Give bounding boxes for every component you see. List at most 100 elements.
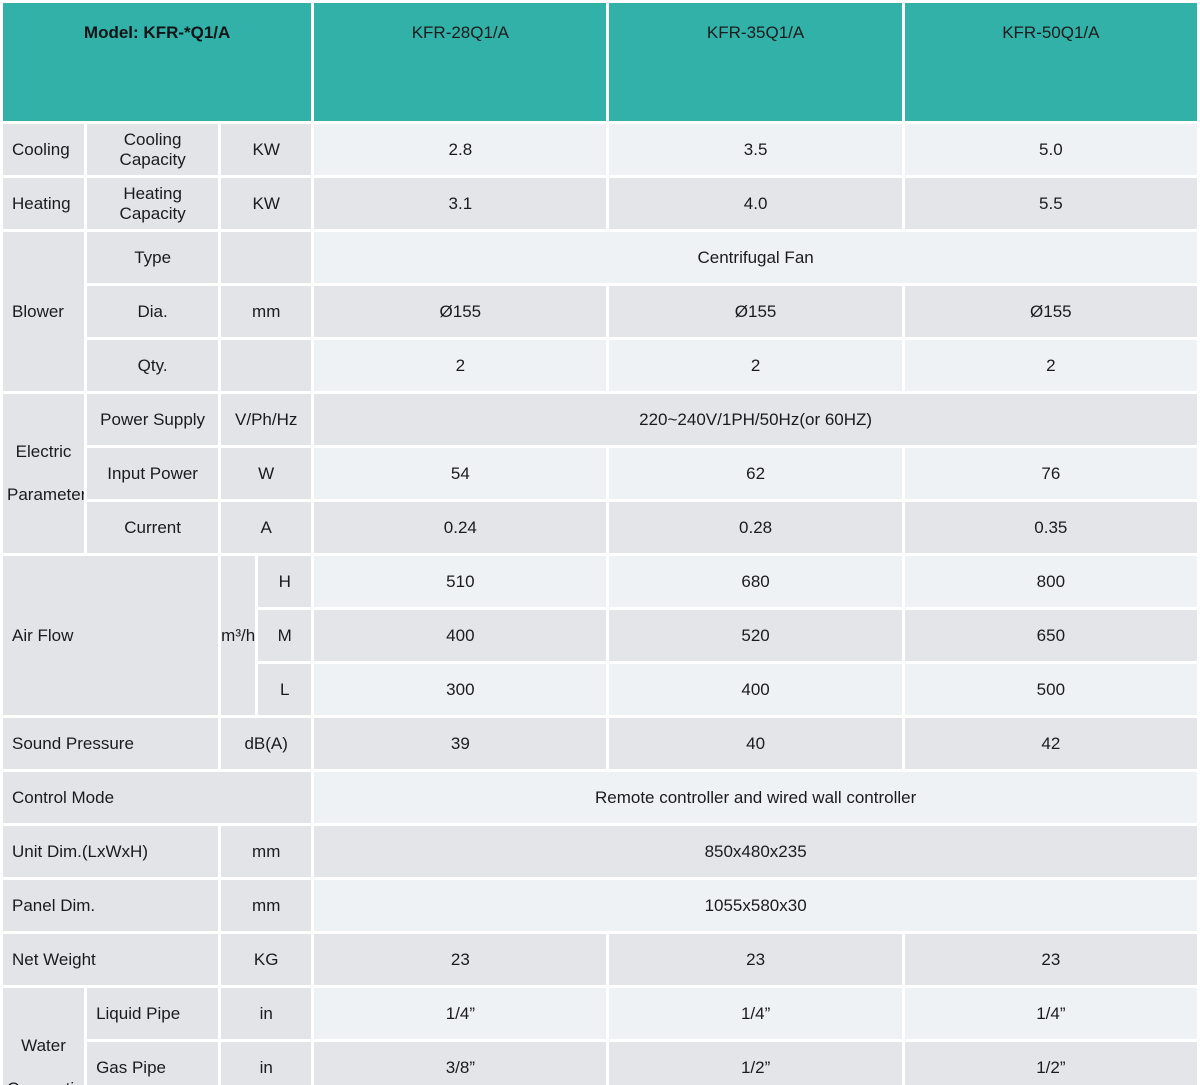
heating-capacity-label: Heating Capacity bbox=[87, 178, 219, 229]
net-weight-value-kfr35: 23 bbox=[609, 934, 902, 985]
cooling-unit: KW bbox=[221, 124, 312, 175]
row-blower-type: Blower Type Centrifugal Fan bbox=[3, 232, 1197, 391]
liquid-pipe-value-kfr50: 1/4” bbox=[904, 988, 1197, 1039]
blower-qty-unit bbox=[221, 340, 312, 391]
current-unit: A bbox=[221, 502, 312, 553]
cooling-value-kfr50: 5.0 bbox=[904, 124, 1197, 175]
airflow-unit: m³/h bbox=[221, 556, 256, 715]
blower-qty-label: Qty. bbox=[87, 340, 219, 391]
row-blower-qty: Qty. 2 2 2 bbox=[3, 340, 1197, 391]
row-current: Current A 0.24 0.28 0.35 bbox=[3, 502, 1197, 553]
airflow-h-value-kfr28: 510 bbox=[314, 556, 607, 607]
control-mode-label: Control Mode bbox=[3, 772, 312, 823]
airflow-m-value-kfr50: 650 bbox=[904, 610, 1197, 661]
row-blower-dia: Dia. mm Ø155 Ø155 Ø155 bbox=[3, 286, 1197, 337]
input-power-value-kfr35: 62 bbox=[609, 448, 902, 499]
heating-group-label: Heating bbox=[3, 178, 85, 229]
heating-unit: KW bbox=[221, 178, 312, 229]
heating-value-kfr50: 5.5 bbox=[904, 178, 1197, 229]
heating-value-kfr28: 3.1 bbox=[314, 178, 607, 229]
row-unit-dim: Unit Dim.(LxWxH) mm 850x480x235 bbox=[3, 826, 1197, 877]
water-group-label: Water Connection bbox=[3, 988, 85, 1085]
blower-type-value: Centrifugal Fan bbox=[314, 232, 1197, 283]
cooling-value-kfr35: 3.5 bbox=[609, 124, 902, 175]
airflow-h-value-kfr35: 680 bbox=[609, 556, 902, 607]
net-weight-value-kfr50: 23 bbox=[904, 934, 1197, 985]
gas-pipe-value-kfr35: 1/2” bbox=[609, 1042, 902, 1085]
cooling-value-kfr28: 2.8 bbox=[314, 124, 607, 175]
net-weight-unit: KG bbox=[221, 934, 312, 985]
blower-dia-label: Dia. bbox=[87, 286, 219, 337]
unit-dim-value: 850x480x235 bbox=[314, 826, 1197, 877]
gas-pipe-label: Gas Pipe bbox=[87, 1042, 219, 1085]
liquid-pipe-value-kfr35: 1/4” bbox=[609, 988, 902, 1039]
blower-qty-value-kfr50: 2 bbox=[904, 340, 1197, 391]
airflow-level-m-label: M bbox=[258, 610, 312, 661]
power-supply-label: Power Supply bbox=[87, 394, 219, 445]
electric-group-label: Electric Parameter bbox=[3, 394, 85, 553]
row-cooling: Cooling Cooling Capacity KW 2.8 3.5 5.0 bbox=[3, 124, 1197, 175]
current-label: Current bbox=[87, 502, 219, 553]
unit-dim-label: Unit Dim.(LxWxH) bbox=[3, 826, 219, 877]
model-column-kfr35: KFR-35Q1/A bbox=[609, 3, 902, 121]
blower-dia-value-kfr35: Ø155 bbox=[609, 286, 902, 337]
cooling-capacity-label: Cooling Capacity bbox=[87, 124, 219, 175]
control-mode-value: Remote controller and wired wall control… bbox=[314, 772, 1197, 823]
blower-type-unit bbox=[221, 232, 312, 283]
row-airflow-m: M 400 520 650 bbox=[3, 610, 1197, 661]
current-value-kfr50: 0.35 bbox=[904, 502, 1197, 553]
sound-pressure-unit: dB(A) bbox=[221, 718, 312, 769]
blower-qty-value-kfr35: 2 bbox=[609, 340, 902, 391]
gas-pipe-value-kfr28: 3/8” bbox=[314, 1042, 607, 1085]
blower-type-label: Type bbox=[87, 232, 219, 283]
row-airflow-l: L 300 400 500 bbox=[3, 664, 1197, 715]
liquid-pipe-value-kfr28: 1/4” bbox=[314, 988, 607, 1039]
cooling-group-label: Cooling bbox=[3, 124, 85, 175]
row-input-power: Input Power W 54 62 76 bbox=[3, 448, 1197, 499]
blower-qty-value-kfr28: 2 bbox=[314, 340, 607, 391]
sound-pressure-value-kfr50: 42 bbox=[904, 718, 1197, 769]
panel-dim-value: 1055x580x30 bbox=[314, 880, 1197, 931]
power-supply-unit: V/Ph/Hz bbox=[221, 394, 312, 445]
input-power-value-kfr28: 54 bbox=[314, 448, 607, 499]
airflow-level-h-label: H bbox=[258, 556, 312, 607]
heating-value-kfr35: 4.0 bbox=[609, 178, 902, 229]
airflow-l-value-kfr35: 400 bbox=[609, 664, 902, 715]
blower-dia-value-kfr28: Ø155 bbox=[314, 286, 607, 337]
gas-pipe-unit: in bbox=[221, 1042, 312, 1085]
model-header-cell: Model: KFR-*Q1/A bbox=[3, 3, 312, 121]
sound-pressure-value-kfr28: 39 bbox=[314, 718, 607, 769]
row-airflow-h: Air Flow m³/h H 510 680 800 bbox=[3, 556, 1197, 715]
blower-dia-value-kfr50: Ø155 bbox=[904, 286, 1197, 337]
input-power-unit: W bbox=[221, 448, 312, 499]
airflow-l-value-kfr50: 500 bbox=[904, 664, 1197, 715]
row-power-supply: Electric Parameter Power Supply V/Ph/Hz … bbox=[3, 394, 1197, 553]
blower-group-label: Blower bbox=[3, 232, 85, 391]
current-value-kfr35: 0.28 bbox=[609, 502, 902, 553]
input-power-value-kfr50: 76 bbox=[904, 448, 1197, 499]
airflow-h-value-kfr50: 800 bbox=[904, 556, 1197, 607]
input-power-label: Input Power bbox=[87, 448, 219, 499]
airflow-l-value-kfr28: 300 bbox=[314, 664, 607, 715]
gas-pipe-value-kfr50: 1/2” bbox=[904, 1042, 1197, 1085]
power-supply-value: 220~240V/1PH/50Hz(or 60HZ) bbox=[314, 394, 1197, 445]
header-row: Model: KFR-*Q1/A KFR-28Q1/A KFR-35Q1/A K… bbox=[3, 3, 1197, 121]
row-liquid-pipe: Water Connection Liquid Pipe in 1/4” 1/4… bbox=[3, 988, 1197, 1085]
row-heating: Heating Heating Capacity KW 3.1 4.0 5.5 bbox=[3, 178, 1197, 229]
net-weight-label: Net Weight bbox=[3, 934, 219, 985]
model-column-kfr50: KFR-50Q1/A bbox=[904, 3, 1197, 121]
panel-dim-label: Panel Dim. bbox=[3, 880, 219, 931]
airflow-m-value-kfr28: 400 bbox=[314, 610, 607, 661]
panel-dim-unit: mm bbox=[221, 880, 312, 931]
row-control-mode: Control Mode Remote controller and wired… bbox=[3, 772, 1197, 823]
liquid-pipe-label: Liquid Pipe bbox=[87, 988, 219, 1039]
net-weight-value-kfr28: 23 bbox=[314, 934, 607, 985]
current-value-kfr28: 0.24 bbox=[314, 502, 607, 553]
blower-dia-unit: mm bbox=[221, 286, 312, 337]
model-column-kfr28: KFR-28Q1/A bbox=[314, 3, 607, 121]
sound-pressure-label: Sound Pressure bbox=[3, 718, 219, 769]
row-sound-pressure: Sound Pressure dB(A) 39 40 42 bbox=[3, 718, 1197, 769]
airflow-group-label: Air Flow bbox=[3, 556, 219, 715]
